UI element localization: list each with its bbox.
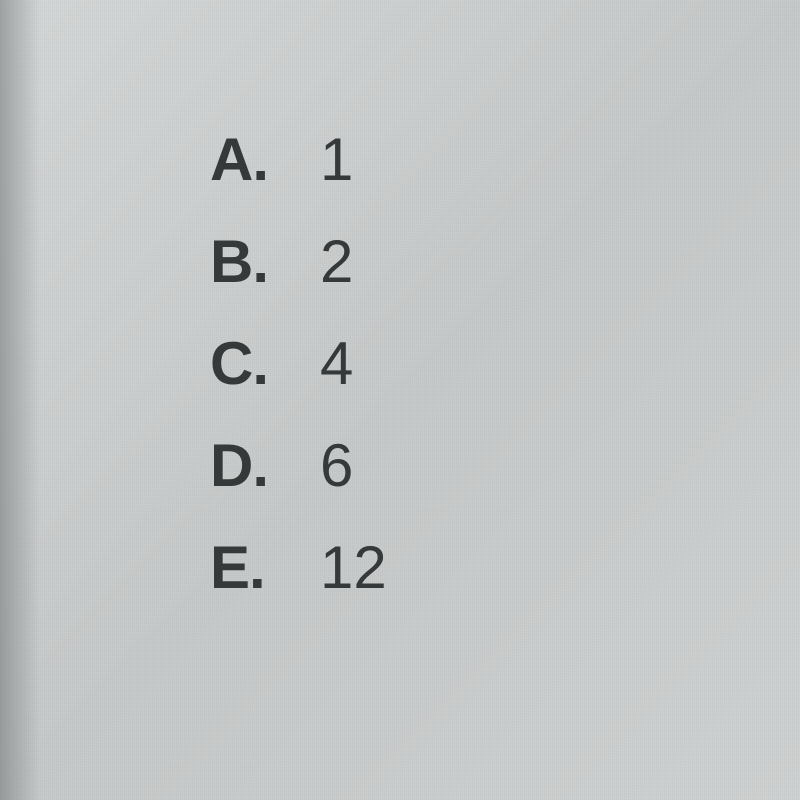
option-letter: A. [210, 130, 320, 190]
option-letter: E. [210, 538, 320, 598]
option-letter: C. [210, 334, 320, 394]
option-value: 2 [320, 232, 353, 292]
option-letter: B. [210, 232, 320, 292]
option-row-b: B. 2 [210, 232, 387, 292]
option-row-e: E. 12 [210, 538, 387, 598]
option-row-c: C. 4 [210, 334, 387, 394]
option-value: 6 [320, 436, 353, 496]
option-value: 1 [320, 130, 353, 190]
answer-options-list: A. 1 B. 2 C. 4 D. 6 E. 12 [210, 130, 387, 598]
option-row-d: D. 6 [210, 436, 387, 496]
option-value: 12 [320, 538, 387, 598]
option-letter: D. [210, 436, 320, 496]
option-value: 4 [320, 334, 353, 394]
option-row-a: A. 1 [210, 130, 387, 190]
screen-edge-shadow [0, 0, 40, 800]
